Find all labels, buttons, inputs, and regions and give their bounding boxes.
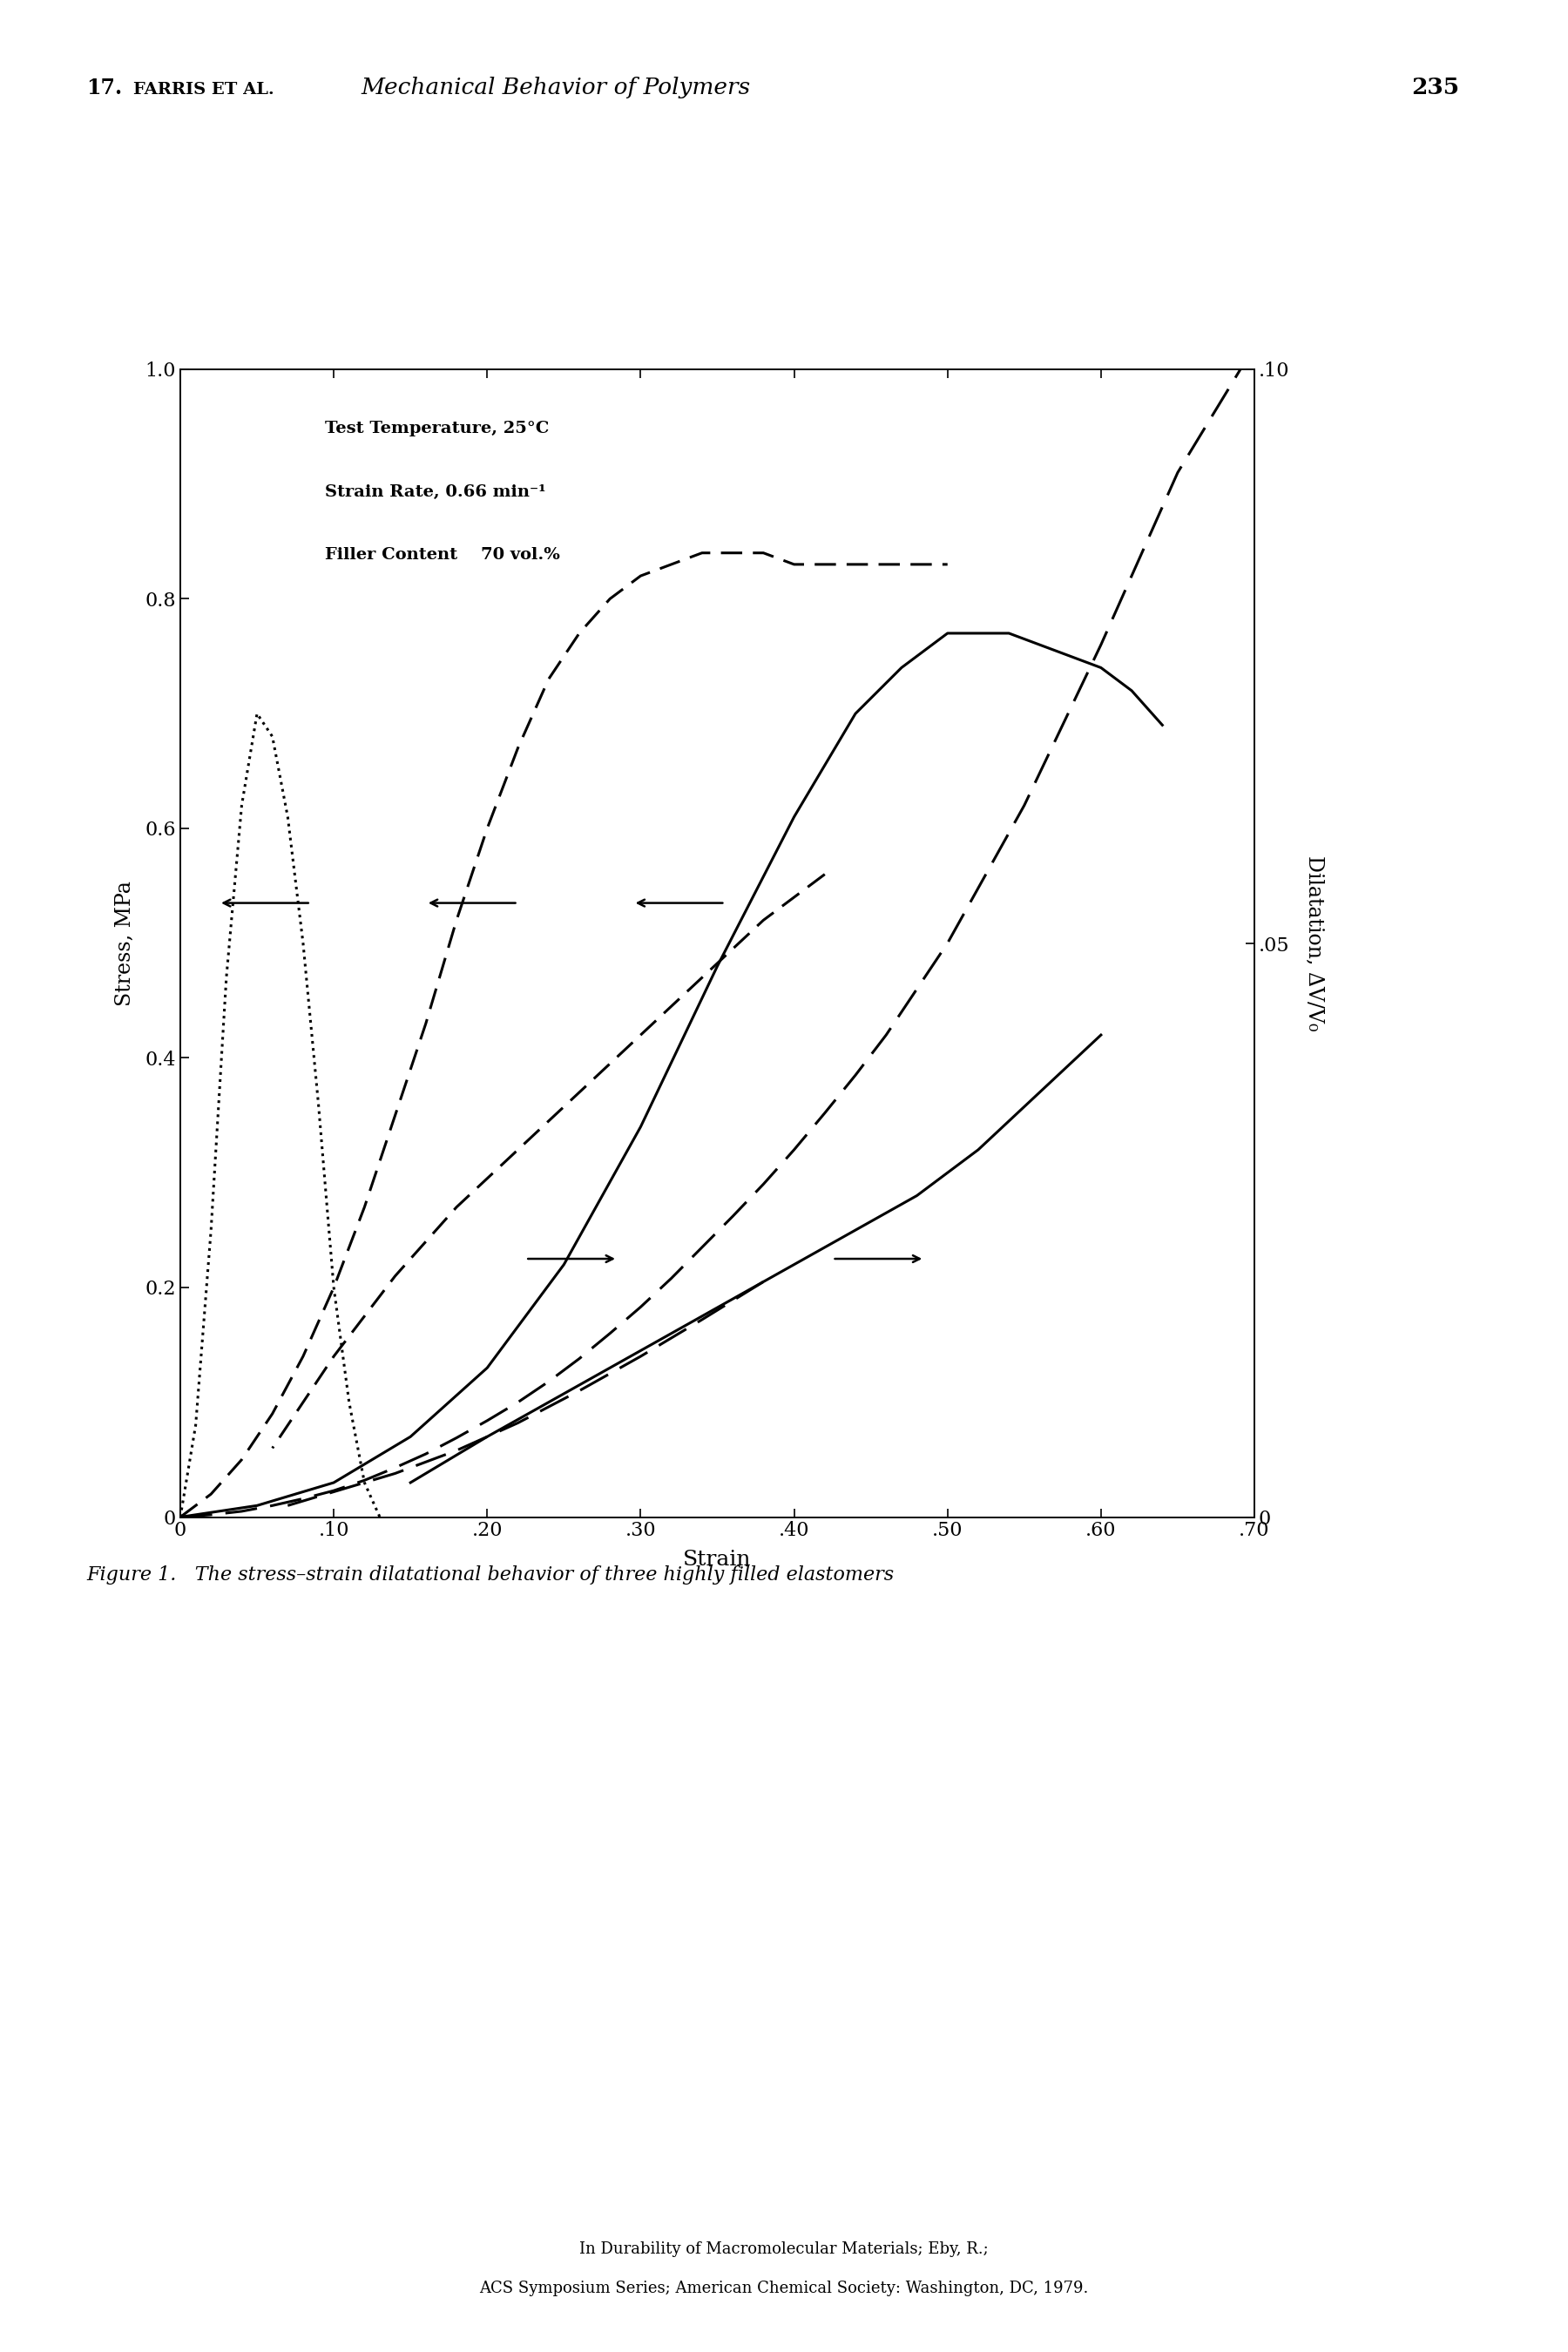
Text: Figure 1.   The stress–strain dilatational behavior of three highly filled elast: Figure 1. The stress–strain dilatational…: [86, 1566, 894, 1585]
Text: Strain Rate, 0.66 min⁻¹: Strain Rate, 0.66 min⁻¹: [325, 485, 546, 499]
Text: Filler Content    70 vol.%: Filler Content 70 vol.%: [325, 548, 560, 562]
Text: 17.: 17.: [86, 78, 122, 99]
Y-axis label: Stress, MPa: Stress, MPa: [116, 880, 135, 1007]
Text: In Durability of Macromolecular Materials; Eby, R.;: In Durability of Macromolecular Material…: [580, 2241, 988, 2256]
Text: 235: 235: [1411, 78, 1460, 99]
Text: FARRIS ET AL.: FARRIS ET AL.: [133, 82, 274, 96]
Y-axis label: Dilatation, ΔV/V₀: Dilatation, ΔV/V₀: [1305, 856, 1323, 1030]
Text: Test Temperature, 25°C: Test Temperature, 25°C: [325, 421, 549, 437]
Text: ACS Symposium Series; American Chemical Society: Washington, DC, 1979.: ACS Symposium Series; American Chemical …: [480, 2281, 1088, 2296]
Text: Mechanical Behavior of Polymers: Mechanical Behavior of Polymers: [361, 78, 750, 99]
X-axis label: Strain: Strain: [684, 1550, 751, 1571]
